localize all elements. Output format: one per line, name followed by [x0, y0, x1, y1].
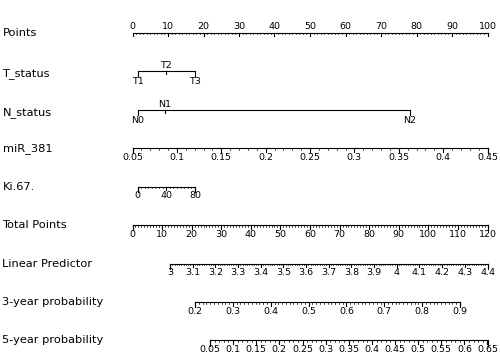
- Text: 4.2: 4.2: [434, 268, 450, 277]
- Text: 0.05: 0.05: [122, 153, 143, 162]
- Text: 0: 0: [134, 191, 140, 200]
- Text: 0.15: 0.15: [211, 153, 232, 162]
- Text: 0.3: 0.3: [318, 345, 333, 354]
- Text: 0.4: 0.4: [364, 345, 380, 354]
- Text: 0.45: 0.45: [384, 345, 406, 354]
- Text: 80: 80: [189, 191, 201, 200]
- Text: 0.6: 0.6: [457, 345, 472, 354]
- Text: 3-year probability: 3-year probability: [2, 297, 104, 307]
- Text: 0.7: 0.7: [377, 307, 392, 316]
- Text: T2: T2: [160, 61, 172, 70]
- Text: 3.4: 3.4: [253, 268, 268, 277]
- Text: 0.8: 0.8: [414, 307, 430, 316]
- Text: 0: 0: [130, 230, 136, 239]
- Text: 4.1: 4.1: [412, 268, 427, 277]
- Text: Points: Points: [2, 28, 37, 38]
- Text: 0.6: 0.6: [339, 307, 354, 316]
- Text: 0.1: 0.1: [170, 153, 184, 162]
- Text: 0.05: 0.05: [200, 345, 220, 354]
- Text: 100: 100: [420, 230, 438, 239]
- Text: 0.25: 0.25: [292, 345, 313, 354]
- Text: 100: 100: [478, 22, 496, 31]
- Text: 30: 30: [233, 22, 245, 31]
- Text: 120: 120: [478, 230, 496, 239]
- Text: 0.65: 0.65: [477, 345, 498, 354]
- Text: 0.3: 0.3: [347, 153, 362, 162]
- Text: 3.1: 3.1: [185, 268, 200, 277]
- Text: 0.3: 0.3: [226, 307, 240, 316]
- Text: 0.45: 0.45: [477, 153, 498, 162]
- Text: T3: T3: [189, 77, 201, 86]
- Text: 3.9: 3.9: [366, 268, 382, 277]
- Text: 3: 3: [167, 268, 173, 277]
- Text: 40: 40: [268, 22, 280, 31]
- Text: T1: T1: [132, 77, 143, 86]
- Text: 30: 30: [215, 230, 228, 239]
- Text: 5-year probability: 5-year probability: [2, 335, 104, 346]
- Text: 0.2: 0.2: [258, 153, 273, 162]
- Text: 0: 0: [130, 22, 136, 31]
- Text: 0.35: 0.35: [388, 153, 409, 162]
- Text: 80: 80: [363, 230, 375, 239]
- Text: 3.6: 3.6: [298, 268, 314, 277]
- Text: 0.35: 0.35: [338, 345, 359, 354]
- Text: 70: 70: [375, 22, 387, 31]
- Text: Ki.67.: Ki.67.: [2, 182, 35, 192]
- Text: 0.5: 0.5: [301, 307, 316, 316]
- Text: 40: 40: [160, 191, 172, 200]
- Text: 0.2: 0.2: [272, 345, 287, 354]
- Text: N0: N0: [131, 116, 144, 125]
- Text: 0.55: 0.55: [431, 345, 452, 354]
- Text: 70: 70: [334, 230, 345, 239]
- Text: 0.2: 0.2: [188, 307, 202, 316]
- Text: 3.2: 3.2: [208, 268, 223, 277]
- Text: 3.8: 3.8: [344, 268, 359, 277]
- Text: N2: N2: [404, 116, 416, 125]
- Text: 60: 60: [340, 22, 351, 31]
- Text: 80: 80: [410, 22, 422, 31]
- Text: 90: 90: [446, 22, 458, 31]
- Text: Linear Predictor: Linear Predictor: [2, 258, 92, 269]
- Text: 50: 50: [304, 22, 316, 31]
- Text: N_status: N_status: [2, 107, 51, 118]
- Text: 110: 110: [449, 230, 467, 239]
- Text: miR_381: miR_381: [2, 143, 52, 154]
- Text: 4.3: 4.3: [458, 268, 472, 277]
- Text: N1: N1: [158, 99, 171, 109]
- Text: 10: 10: [156, 230, 168, 239]
- Text: 50: 50: [274, 230, 286, 239]
- Text: 0.4: 0.4: [263, 307, 278, 316]
- Text: T_status: T_status: [2, 68, 50, 79]
- Text: Total Points: Total Points: [2, 220, 67, 230]
- Text: 0.1: 0.1: [226, 345, 240, 354]
- Text: 20: 20: [186, 230, 198, 239]
- Text: 3.5: 3.5: [276, 268, 291, 277]
- Text: 90: 90: [393, 230, 405, 239]
- Text: 60: 60: [304, 230, 316, 239]
- Text: 10: 10: [162, 22, 174, 31]
- Text: 20: 20: [198, 22, 209, 31]
- Text: 40: 40: [245, 230, 257, 239]
- Text: 4.4: 4.4: [480, 268, 495, 277]
- Text: 0.25: 0.25: [300, 153, 320, 162]
- Text: 0.9: 0.9: [452, 307, 468, 316]
- Text: 0.15: 0.15: [246, 345, 267, 354]
- Text: 0.5: 0.5: [410, 345, 426, 354]
- Text: 3.3: 3.3: [230, 268, 246, 277]
- Text: 0.4: 0.4: [436, 153, 450, 162]
- Text: 3.7: 3.7: [321, 268, 336, 277]
- Text: 4: 4: [394, 268, 400, 277]
